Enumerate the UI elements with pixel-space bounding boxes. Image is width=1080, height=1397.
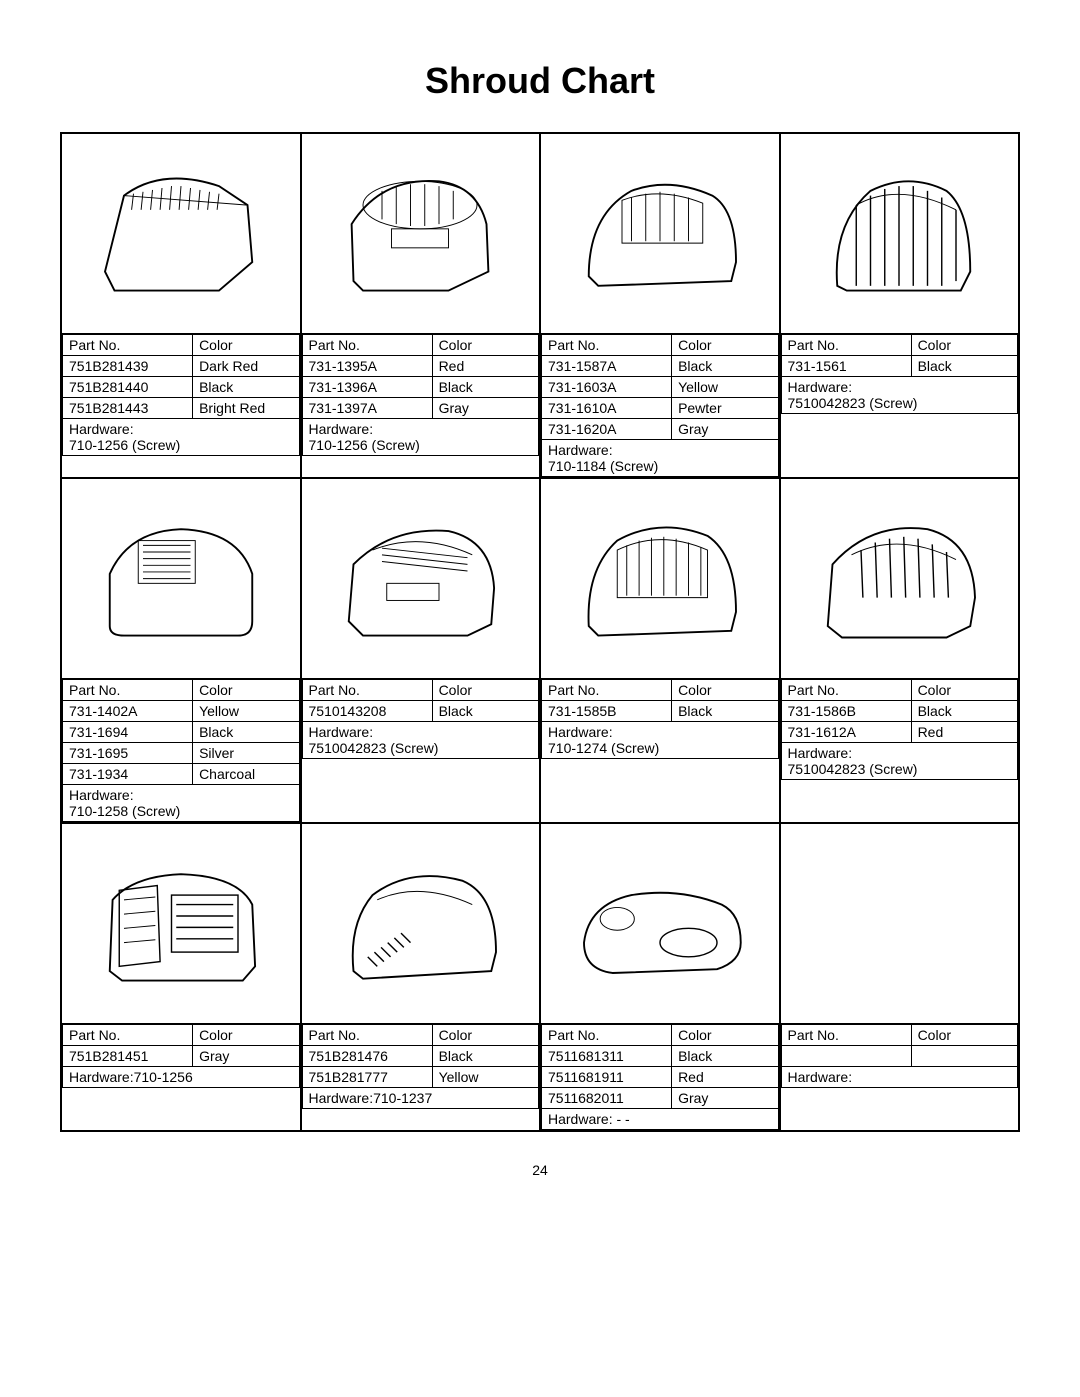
hardware-row: Hardware:710-1256 (Screw) bbox=[63, 419, 300, 456]
parts-table: Part No.Color 7511681311Black 7511681911… bbox=[541, 1024, 779, 1130]
shroud-illustration bbox=[541, 824, 779, 1024]
shroud-illustration bbox=[62, 479, 300, 679]
parts-table: Part No.Color 751B281476Black 751B281777… bbox=[302, 1024, 540, 1109]
chart-cell: Part No.Color Hardware: bbox=[780, 823, 1020, 1131]
table-row: 7510143208Black bbox=[302, 701, 539, 722]
table-row: 731-1612ARed bbox=[781, 722, 1018, 743]
chart-cell: Part No.Color 7510143208Black Hardware:7… bbox=[301, 478, 541, 823]
table-row: 731-1610APewter bbox=[542, 398, 779, 419]
shroud-icon bbox=[565, 154, 755, 313]
shroud-icon bbox=[325, 154, 515, 313]
chart-row: Part No.Color 751B281451Gray Hardware:71… bbox=[61, 823, 1019, 1131]
parts-table: Part No.Color 731-1402AYellow 731-1694Bl… bbox=[62, 679, 300, 822]
parts-table: Part No.Color 731-1587ABlack 731-1603AYe… bbox=[541, 334, 779, 477]
shroud-illustration bbox=[302, 824, 540, 1024]
table-row: 7511681911Red bbox=[542, 1067, 779, 1088]
table-row: 731-1397AGray bbox=[302, 398, 539, 419]
parts-table: Part No.Color 731-1585BBlack Hardware:71… bbox=[541, 679, 779, 759]
shroud-icon bbox=[565, 844, 755, 1003]
parts-table: Part No.Color 731-1395ARed 731-1396ABlac… bbox=[302, 334, 540, 456]
table-row: 731-1561Black bbox=[781, 356, 1018, 377]
page-number: 24 bbox=[60, 1162, 1020, 1178]
chart-cell: Part No.Color 751B281476Black 751B281777… bbox=[301, 823, 541, 1131]
table-row: 731-1603AYellow bbox=[542, 377, 779, 398]
chart-cell: Part No.Color 731-1402AYellow 731-1694Bl… bbox=[61, 478, 301, 823]
table-row: 731-1402AYellow bbox=[63, 701, 300, 722]
hardware-row: Hardware:710-1256 bbox=[63, 1067, 300, 1088]
shroud-icon bbox=[804, 154, 994, 313]
table-row: 731-1934Charcoal bbox=[63, 764, 300, 785]
shroud-illustration bbox=[781, 479, 1019, 679]
table-row: 751B281440Black bbox=[63, 377, 300, 398]
table-row: 751B281451Gray bbox=[63, 1046, 300, 1067]
table-row: 7511681311Black bbox=[542, 1046, 779, 1067]
parts-table: Part No.Color 7510143208Black Hardware:7… bbox=[302, 679, 540, 759]
shroud-icon bbox=[325, 499, 515, 658]
table-row: 731-1586BBlack bbox=[781, 701, 1018, 722]
shroud-icon bbox=[804, 499, 994, 658]
chart-cell: Part No.Color 731-1586BBlack 731-1612ARe… bbox=[780, 478, 1020, 823]
table-row: 7511682011Gray bbox=[542, 1088, 779, 1109]
table-row: 731-1695Silver bbox=[63, 743, 300, 764]
shroud-illustration bbox=[302, 134, 540, 334]
chart-cell: Part No.Color 7511681311Black 7511681911… bbox=[540, 823, 780, 1131]
chart-cell: Part No.Color 751B281451Gray Hardware:71… bbox=[61, 823, 301, 1131]
chart-cell: Part No.Color 731-1561Black Hardware:751… bbox=[780, 133, 1020, 478]
parts-table: Part No.Color 751B281439Dark Red 751B281… bbox=[62, 334, 300, 456]
table-row: 751B281777Yellow bbox=[302, 1067, 539, 1088]
parts-table: Part No.Color 731-1586BBlack 731-1612ARe… bbox=[781, 679, 1019, 780]
shroud-illustration bbox=[62, 134, 300, 334]
hardware-row: Hardware:710-1256 (Screw) bbox=[302, 419, 539, 456]
shroud-icon bbox=[86, 499, 276, 658]
chart-cell: Part No.Color 731-1587ABlack 731-1603AYe… bbox=[540, 133, 780, 478]
shroud-icon bbox=[325, 844, 515, 1003]
col-header-color: Color bbox=[193, 335, 299, 356]
shroud-icon bbox=[86, 154, 276, 313]
hardware-row: Hardware:710-1237 bbox=[302, 1088, 539, 1109]
shroud-illustration bbox=[62, 824, 300, 1024]
parts-table: Part No.Color 751B281451Gray Hardware:71… bbox=[62, 1024, 300, 1088]
shroud-illustration bbox=[541, 479, 779, 679]
chart-cell: Part No.Color 751B281439Dark Red 751B281… bbox=[61, 133, 301, 478]
table-row: 731-1395ARed bbox=[302, 356, 539, 377]
hardware-row: Hardware:7510042823 (Screw) bbox=[302, 722, 539, 759]
shroud-icon bbox=[86, 844, 276, 1003]
hardware-row: Hardware: - - bbox=[542, 1109, 779, 1130]
table-row: 731-1585BBlack bbox=[542, 701, 779, 722]
hardware-row: Hardware: bbox=[781, 1067, 1018, 1088]
page-title: Shroud Chart bbox=[60, 60, 1020, 102]
chart-row: Part No.Color 751B281439Dark Red 751B281… bbox=[61, 133, 1019, 478]
shroud-illustration bbox=[302, 479, 540, 679]
chart-cell: Part No.Color 731-1585BBlack Hardware:71… bbox=[540, 478, 780, 823]
table-row: 751B281443Bright Red bbox=[63, 398, 300, 419]
shroud-icon bbox=[565, 499, 755, 658]
table-row: 751B281476Black bbox=[302, 1046, 539, 1067]
hardware-row: Hardware:710-1258 (Screw) bbox=[63, 785, 300, 822]
shroud-illustration bbox=[541, 134, 779, 334]
hardware-row: Hardware:710-1274 (Screw) bbox=[542, 722, 779, 759]
hardware-row: Hardware:710-1184 (Screw) bbox=[542, 440, 779, 477]
shroud-illustration bbox=[781, 134, 1019, 334]
chart-cell: Part No.Color 731-1395ARed 731-1396ABlac… bbox=[301, 133, 541, 478]
shroud-chart-grid: Part No.Color 751B281439Dark Red 751B281… bbox=[60, 132, 1020, 1132]
parts-table: Part No.Color Hardware: bbox=[781, 1024, 1019, 1088]
col-header-partno: Part No. bbox=[63, 335, 193, 356]
table-row: 731-1396ABlack bbox=[302, 377, 539, 398]
table-row: 751B281439Dark Red bbox=[63, 356, 300, 377]
parts-table: Part No.Color 731-1561Black Hardware:751… bbox=[781, 334, 1019, 414]
shroud-illustration-empty bbox=[781, 824, 1019, 1024]
hardware-row: Hardware:7510042823 (Screw) bbox=[781, 377, 1018, 414]
table-row: 731-1620AGray bbox=[542, 419, 779, 440]
table-row: 731-1694Black bbox=[63, 722, 300, 743]
chart-row: Part No.Color 731-1402AYellow 731-1694Bl… bbox=[61, 478, 1019, 823]
table-row: 731-1587ABlack bbox=[542, 356, 779, 377]
table-row bbox=[781, 1046, 1018, 1067]
hardware-row: Hardware:7510042823 (Screw) bbox=[781, 743, 1018, 780]
